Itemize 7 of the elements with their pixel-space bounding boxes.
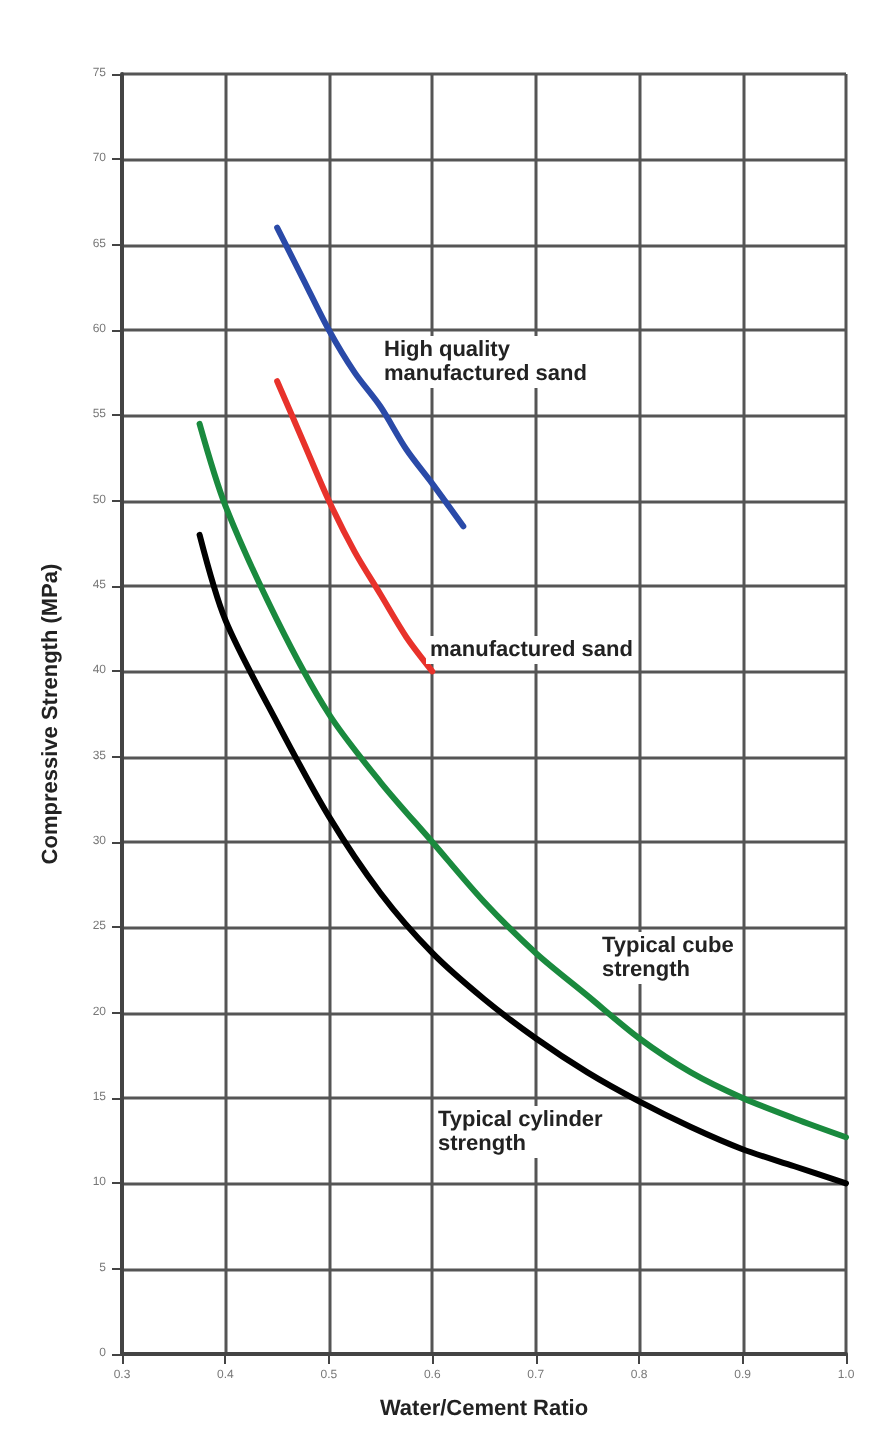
annotation: Typical cylinder strength xyxy=(438,1108,605,1156)
annotation: Typical cube strength xyxy=(602,934,734,982)
y-axis-title: Compressive Strength (MPa) xyxy=(39,562,63,865)
x-axis-title: Water/Cement Ratio xyxy=(379,1397,589,1421)
annotation: manufactured sand xyxy=(430,638,633,662)
annotation: High quality manufactured sand xyxy=(384,338,587,386)
line-series xyxy=(196,531,849,1187)
